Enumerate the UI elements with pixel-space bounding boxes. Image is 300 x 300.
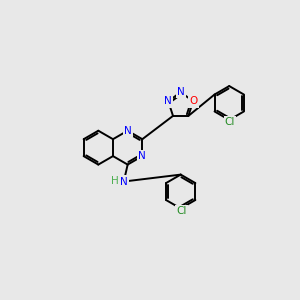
- Text: O: O: [189, 96, 197, 106]
- Text: Cl: Cl: [225, 117, 235, 127]
- Text: N: N: [138, 151, 146, 161]
- Text: N: N: [164, 96, 172, 106]
- Text: H: H: [111, 176, 119, 186]
- Text: N: N: [124, 126, 131, 136]
- Text: Cl: Cl: [176, 206, 187, 216]
- Text: N: N: [177, 87, 184, 97]
- Text: N: N: [120, 176, 128, 187]
